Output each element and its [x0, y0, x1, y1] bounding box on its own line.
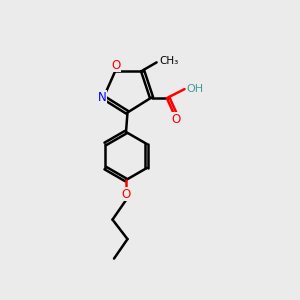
Text: OH: OH: [186, 84, 203, 94]
Text: N: N: [98, 91, 106, 104]
Text: O: O: [171, 113, 180, 126]
Text: O: O: [122, 188, 130, 201]
Text: O: O: [111, 58, 120, 72]
Text: CH₃: CH₃: [159, 56, 178, 66]
